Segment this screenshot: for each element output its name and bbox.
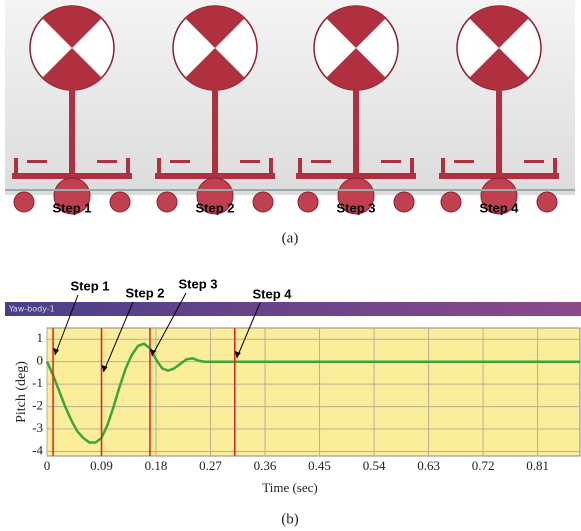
step-annotation: Step 4 [252,286,292,301]
window-header [5,302,581,316]
x-tick-label: 0.09 [90,458,113,473]
x-tick-label: 0.54 [363,458,386,473]
x-tick-label: 0 [44,458,51,473]
x-axis-label: Time (sec) [262,480,318,495]
y-tick-label: -4 [32,442,43,457]
step-annotation: Step 1 [70,278,109,293]
y-tick-label: -1 [32,375,43,390]
plot-area [47,328,580,456]
y-tick-label: 0 [37,353,44,368]
step-label: Step 3 [336,200,375,215]
step-annotation: Step 3 [178,276,217,291]
y-tick-label: -3 [32,420,43,435]
step-annotation: Step 2 [125,285,164,300]
x-tick-label: 0.81 [526,458,549,473]
step-label: Step 4 [479,200,519,215]
window-title: Yaw-body-1 [8,305,55,314]
y-axis-label: Pitch (deg) [14,361,29,423]
step-label: Step 1 [52,200,91,215]
caption: (b) [281,511,299,527]
caption: (a) [282,230,299,246]
x-tick-label: 0.72 [472,458,495,473]
figure: Step 1 Step 2 Step 3 Step 4 (a) Yaw-body… [0,0,581,531]
x-tick-label: 0.45 [308,458,331,473]
step-label: Step 2 [195,200,234,215]
y-tick-label: 1 [37,330,44,345]
x-tick-label: 0.36 [254,458,277,473]
x-tick-label: 0.18 [145,458,168,473]
y-tick-label: -2 [32,398,43,413]
x-tick-label: 0.63 [417,458,440,473]
x-tick-label: 0.27 [199,458,222,473]
